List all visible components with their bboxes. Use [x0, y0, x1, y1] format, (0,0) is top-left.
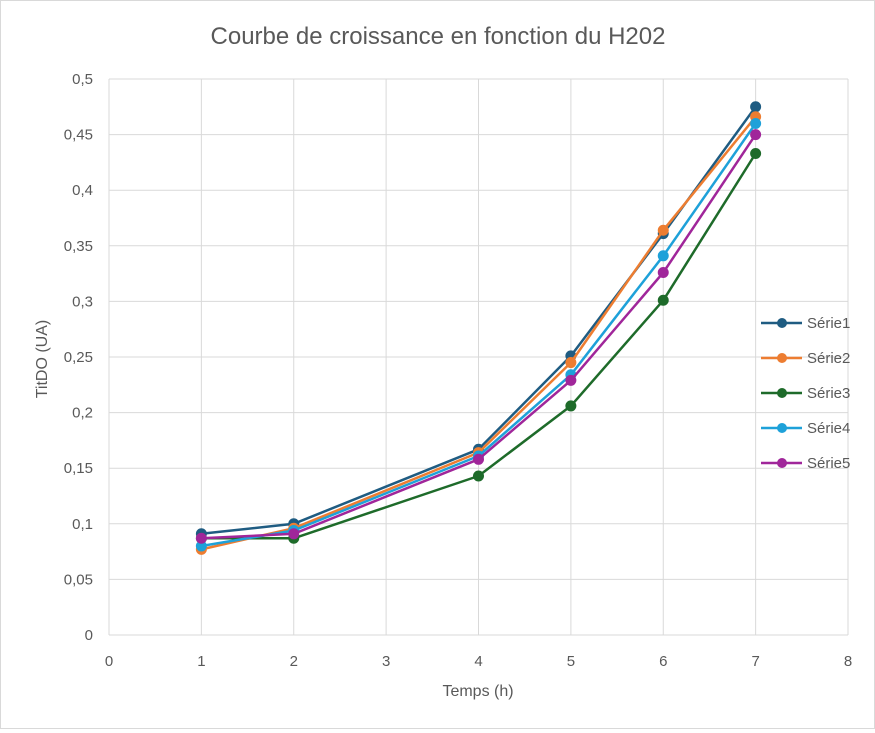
legend-label: Série1 — [807, 315, 850, 332]
data-point — [657, 250, 669, 262]
series-line — [201, 116, 757, 551]
data-point — [473, 453, 484, 465]
data-point — [750, 101, 762, 113]
series-line — [201, 122, 757, 548]
legend-item: Série5 — [761, 455, 850, 472]
data-point — [195, 532, 207, 544]
x-tick-label: 7 — [751, 653, 759, 670]
legend-item: Série2 — [761, 350, 850, 367]
legend: Série1 Série2 Série3 Série4 Série5 — [761, 315, 850, 472]
y-tick-label: 0,3 — [72, 293, 93, 310]
x-tick-label: 1 — [197, 653, 205, 670]
y-tick-label: 0 — [85, 627, 93, 644]
legend-label: Série3 — [807, 385, 850, 402]
x-tick-label: 2 — [290, 653, 298, 670]
y-tick-label: 0,4 — [72, 182, 93, 199]
data-point — [750, 117, 762, 129]
y-tick-labels: 0 0,05 0,1 0,15 0,2 0,25 0,3 0,35 0,4 0,45 0,5 — [64, 71, 93, 644]
y-tick-label: 0,35 — [64, 238, 93, 255]
legend-marker — [777, 318, 787, 328]
series-layer — [195, 101, 762, 555]
y-tick-label: 0,15 — [64, 460, 93, 477]
gridlines — [108, 78, 849, 636]
legend-label: Série4 — [807, 420, 850, 437]
y-tick-label: 0,05 — [64, 571, 93, 588]
data-point — [288, 528, 300, 540]
legend-item: Série3 — [761, 385, 850, 402]
x-tick-label: 4 — [474, 653, 482, 670]
y-tick-label: 0,5 — [72, 71, 93, 88]
legend-label: Série2 — [807, 350, 850, 367]
y-tick-label: 0,1 — [72, 516, 93, 533]
data-point — [750, 148, 762, 160]
legend-marker — [777, 353, 787, 363]
x-tick-label: 0 — [105, 653, 113, 670]
y-axis-title: TitDO (UA) — [34, 320, 51, 399]
data-point — [750, 129, 762, 141]
y-tick-label: 0,25 — [64, 349, 93, 366]
series-line — [201, 152, 757, 540]
legend-marker — [777, 458, 787, 468]
data-point — [657, 224, 669, 236]
legend-item: Série1 — [761, 315, 850, 332]
y-tick-label: 0,45 — [64, 127, 93, 144]
series-5 — [195, 129, 762, 544]
x-tick-label: 5 — [567, 653, 575, 670]
legend-item: Série4 — [761, 420, 850, 437]
data-point — [657, 294, 669, 306]
x-tick-label: 8 — [844, 653, 852, 670]
legend-label: Série5 — [807, 455, 850, 472]
data-point — [565, 400, 577, 412]
chart-title: Courbe de croissance en fonction du H202 — [211, 23, 666, 50]
data-point — [565, 374, 577, 386]
data-point — [657, 266, 669, 278]
legend-marker — [777, 388, 787, 398]
series-line — [201, 133, 757, 540]
x-tick-label: 3 — [382, 653, 390, 670]
x-axis-title: Temps (h) — [442, 683, 513, 700]
y-tick-label: 0,2 — [72, 405, 93, 422]
x-tick-label: 6 — [659, 653, 667, 670]
legend-marker — [777, 423, 787, 433]
data-point — [473, 470, 484, 482]
x-tick-labels: 0 1 2 3 4 5 6 7 8 — [105, 653, 852, 670]
data-point — [565, 357, 577, 369]
